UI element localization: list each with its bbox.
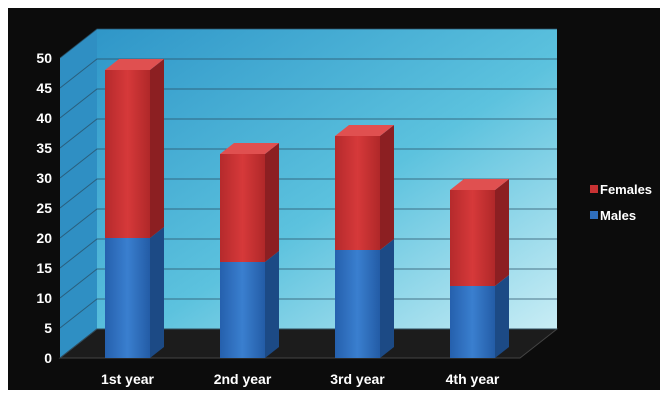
gridline — [59, 58, 557, 89]
legend-label-males: Males — [600, 208, 636, 223]
bar-top-4th-year — [450, 179, 509, 190]
y-axis: 0 5 10 15 20 25 30 35 40 45 50 — [36, 50, 52, 366]
gridline — [59, 88, 557, 119]
y-tick-label: 15 — [36, 260, 52, 276]
bars-group — [105, 59, 509, 358]
bar-side-males-2nd-year — [265, 251, 279, 358]
bar-side-females-3rd-year — [380, 125, 394, 250]
y-tick-label: 35 — [36, 140, 52, 156]
bar-top-1st-year — [105, 59, 164, 70]
x-tick-label: 4th year — [446, 371, 500, 387]
bar-females-2nd-year — [220, 154, 265, 262]
gridline — [59, 28, 557, 59]
bar-side-males-1st-year — [150, 227, 164, 358]
bar-males-1st-year — [105, 238, 150, 358]
legend-swatch-males — [590, 211, 598, 219]
y-tick-label: 40 — [36, 110, 52, 126]
bar-side-females-1st-year — [150, 59, 164, 238]
bar-females-4th-year — [450, 190, 495, 286]
x-tick-label: 3rd year — [330, 371, 385, 387]
bar-males-4th-year — [450, 286, 495, 358]
y-tick-label: 20 — [36, 230, 52, 246]
bar-side-females-4th-year — [495, 179, 509, 286]
gridline — [59, 238, 557, 269]
gridline — [59, 328, 557, 359]
bar-top-2nd-year — [220, 143, 279, 154]
x-axis: 1st year 2nd year 3rd year 4th year — [101, 371, 500, 387]
y-tick-label: 45 — [36, 80, 52, 96]
bar-side-males-4th-year — [495, 275, 509, 358]
legend-label-females: Females — [600, 182, 652, 197]
bar-females-3rd-year — [335, 136, 380, 250]
bar-males-2nd-year — [220, 262, 265, 358]
legend-swatch-females — [590, 185, 598, 193]
y-tick-label: 0 — [44, 350, 52, 366]
legend: Females Males — [590, 182, 652, 223]
bar-side-females-2nd-year — [265, 143, 279, 262]
gridlines — [59, 28, 557, 359]
gridline — [59, 208, 557, 239]
x-tick-label: 1st year — [101, 371, 154, 387]
gridline — [59, 268, 557, 299]
x-tick-label: 2nd year — [214, 371, 272, 387]
y-tick-label: 25 — [36, 200, 52, 216]
gridline — [59, 298, 557, 329]
gridline — [59, 148, 557, 179]
y-tick-label: 30 — [36, 170, 52, 186]
y-tick-label: 5 — [44, 320, 52, 336]
bar-top-3rd-year — [335, 125, 394, 136]
bar-males-3rd-year — [335, 250, 380, 358]
gridline — [59, 178, 557, 209]
gridline — [59, 118, 557, 149]
bar-side-males-3rd-year — [380, 239, 394, 358]
y-tick-label: 10 — [36, 290, 52, 306]
y-tick-label: 50 — [36, 50, 52, 66]
bar-females-1st-year — [105, 70, 150, 238]
